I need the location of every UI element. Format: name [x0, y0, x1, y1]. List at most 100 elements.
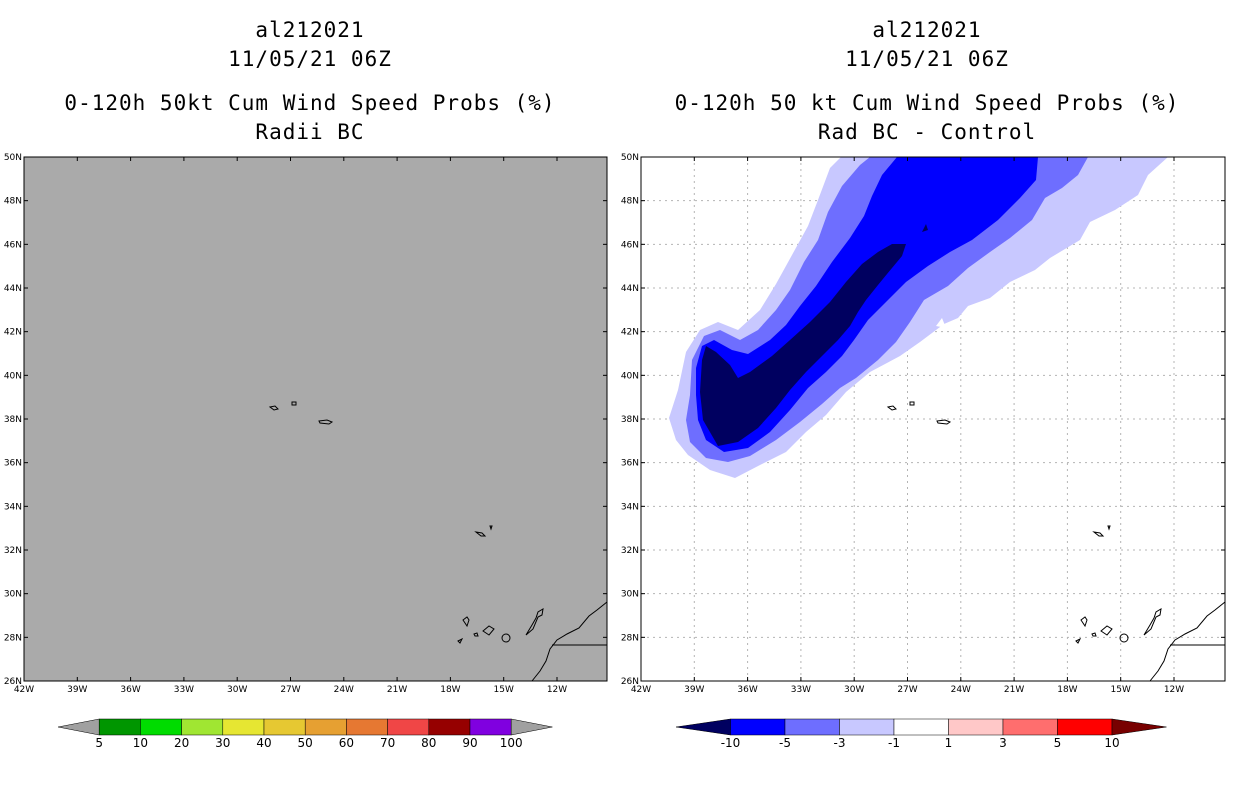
right-colorbar — [675, 718, 1167, 736]
lon-label: 36W — [120, 685, 140, 695]
lat-label: 34N — [4, 502, 22, 512]
left-africa-coastline — [531, 601, 608, 682]
colorbar-label: -1 — [888, 736, 900, 750]
right-madeira-island — [1107, 525, 1111, 531]
right-lon-labels: 42W 39W 36W 33W 30W 27W 24W 21W 18W 15W 12W — [631, 685, 1184, 695]
colorbar-label: 100 — [500, 736, 523, 750]
right-madeira-island — [1092, 531, 1105, 537]
left-colorbar — [57, 718, 553, 736]
right-subtitle: Rad BC - Control — [817, 120, 1037, 144]
right-canary-island — [1143, 608, 1162, 636]
lon-label: 21W — [387, 685, 407, 695]
colorbar-segment — [304, 718, 347, 736]
right-title: 0-120h 50 kt Cum Wind Speed Probs (%) — [674, 91, 1180, 115]
right-canary-island — [1119, 633, 1129, 643]
right-axis-ticks — [640, 156, 1225, 682]
left-lat-labels: 50N 48N 46N 44N 42N 40N 38N 36N 34N 32N 30N 28N 26N — [4, 153, 22, 687]
left-canary-island — [501, 633, 511, 643]
left-subtitle: Radii BC — [255, 120, 365, 144]
left-colorbar-labels: 5 10 20 30 40 50 60 70 80 90 100 — [95, 736, 522, 750]
lat-label: 38N — [621, 415, 639, 425]
colorbar-segment — [784, 718, 840, 736]
lat-label: 30N — [621, 590, 639, 600]
colorbar-segment — [98, 718, 141, 736]
right-datetime: 11/05/21 06Z — [845, 47, 1009, 71]
left-canary-island — [457, 637, 464, 644]
colorbar-segment — [469, 718, 512, 736]
right-canary-island — [1075, 637, 1082, 644]
lat-label: 50N — [4, 153, 22, 163]
contour-minus-10-spot — [922, 224, 928, 232]
lat-label: 44N — [621, 284, 639, 294]
left-storm-id: al212021 — [255, 18, 365, 42]
lat-label: 38N — [4, 415, 22, 425]
left-canary-island — [482, 625, 495, 636]
lat-label: 34N — [621, 502, 639, 512]
lon-label: 24W — [951, 685, 971, 695]
colorbar-label: 30 — [215, 736, 230, 750]
right-map: 50N48N46N44N42N40N38N36N34N32N30N28N26N … — [621, 153, 1226, 750]
lon-label: 27W — [280, 685, 300, 695]
lat-label: 30N — [4, 590, 22, 600]
left-madeira-island — [474, 531, 487, 537]
colorbar-segment — [263, 718, 306, 736]
lon-label: 27W — [897, 685, 917, 695]
right-coastlines — [886, 401, 1226, 682]
colorbar-segment — [730, 718, 786, 736]
lon-label: 30W — [227, 685, 247, 695]
lon-label: 36W — [737, 685, 757, 695]
colorbar-segment — [428, 718, 471, 736]
lon-label: 42W — [631, 685, 651, 695]
left-azores-island — [291, 401, 297, 406]
lat-label: 32N — [4, 546, 22, 556]
colorbar-label: 10 — [1104, 736, 1119, 750]
colorbar-arrow-low — [57, 718, 100, 736]
colorbar-arrow-low — [675, 718, 731, 736]
right-storm-id: al212021 — [872, 18, 982, 42]
lat-label: 40N — [621, 371, 639, 381]
right-azores-island — [886, 405, 897, 411]
lat-label: 46N — [4, 240, 22, 250]
left-coastlines — [268, 401, 608, 682]
colorbar-label: 80 — [421, 736, 436, 750]
contour-light-notch — [936, 318, 946, 328]
right-azores-island — [909, 401, 915, 406]
colorbar-label: 20 — [174, 736, 189, 750]
lat-label: 36N — [4, 459, 22, 469]
colorbar-label: 70 — [380, 736, 395, 750]
colorbar-label: 40 — [256, 736, 271, 750]
colorbar-label: 5 — [1054, 736, 1062, 750]
lon-label: 33W — [174, 685, 194, 695]
colorbar-arrow-high — [510, 718, 553, 736]
lat-label: 44N — [4, 284, 22, 294]
lon-label: 15W — [1111, 685, 1131, 695]
lon-label: 24W — [334, 685, 354, 695]
right-contours — [669, 157, 1168, 478]
colorbar-label: 3 — [999, 736, 1007, 750]
left-canary-island — [473, 632, 479, 637]
lat-label: 46N — [621, 240, 639, 250]
colorbar-segment — [893, 718, 949, 736]
left-axis-ticks — [23, 156, 607, 682]
lat-label: 40N — [4, 371, 22, 381]
lat-label: 26N — [621, 677, 639, 687]
lon-label: 39W — [67, 685, 87, 695]
lat-label: 48N — [4, 197, 22, 207]
colorbar-segment — [140, 718, 182, 736]
colorbar-segment — [387, 718, 430, 736]
lon-label: 15W — [494, 685, 514, 695]
lat-label: 28N — [4, 633, 22, 643]
lat-label: 42N — [621, 328, 639, 338]
right-canary-island — [1080, 616, 1088, 628]
lon-label: 18W — [440, 685, 460, 695]
colorbar-label: -3 — [834, 736, 846, 750]
colorbar-label: 90 — [462, 736, 477, 750]
right-africa-coastline — [1149, 601, 1226, 682]
colorbar-segment — [1057, 718, 1113, 736]
colorbar-segment — [181, 718, 224, 736]
right-canary-island — [1100, 625, 1113, 636]
left-map: 50N48N46N44N42N40N38N36N34N32N30N28N26N … — [4, 153, 608, 750]
colorbar-arrow-high — [1111, 718, 1167, 736]
left-datetime: 11/05/21 06Z — [228, 47, 392, 71]
